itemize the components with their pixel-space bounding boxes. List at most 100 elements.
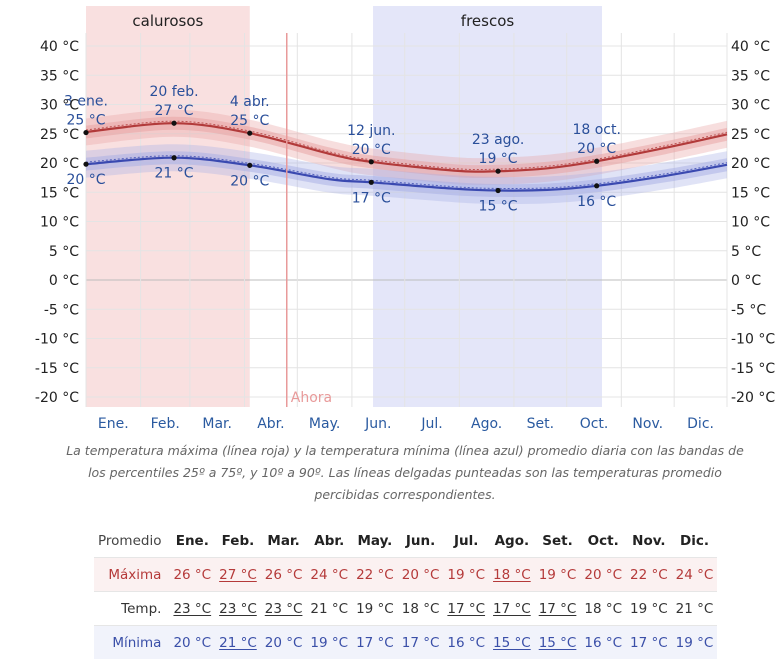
- y-tick-left-2: 30 °C: [40, 98, 79, 114]
- y-tick-left-12: -20 °C: [35, 390, 79, 406]
- table-cell[interactable]: 15 °C: [534, 625, 581, 659]
- table-header-row: Promedio Ene. Feb. Mar. Abr. May. Jun. Jul. Ago…: [94, 524, 717, 558]
- annotation-value-0: 25 °C: [66, 113, 105, 129]
- chart-caption: La temperatura máxima (línea roja) y la …: [66, 443, 744, 502]
- table-cell: 20 °C: [169, 625, 216, 659]
- table-month-header: Ene.: [175, 532, 209, 549]
- annotation-value-10: 15 °C: [479, 198, 518, 214]
- table-cell: 19 °C: [630, 600, 668, 617]
- table-cell[interactable]: 17 °C: [447, 600, 486, 617]
- table-cell: 16 °C: [443, 625, 490, 659]
- table-cell: 17 °C: [626, 625, 672, 659]
- annotation-date-2: 4 abr.: [230, 94, 270, 110]
- annotation-value-7: 21 °C: [155, 166, 194, 182]
- annotation-point-9: [368, 179, 374, 185]
- now-label: Ahora: [291, 390, 332, 406]
- axis-labels: 40 °C 40 °C35 °C 35 °C30 °C 30 °C25 °C 25 °C…: [35, 39, 775, 432]
- table-cell: 24 °C: [671, 557, 718, 592]
- annotation-point-2: [247, 130, 253, 136]
- table-month-header: Oct.: [587, 532, 619, 549]
- table-cell: 26 °C: [169, 557, 216, 592]
- annotation-point-3: [368, 159, 374, 165]
- x-month-label-5: Jun.: [364, 416, 391, 432]
- table-row-temp: Temp. 23 °C 23 °C 23 °C 21 °C 19 °C 18 °C 17 °C…: [94, 591, 718, 626]
- annotation-date-1: 20 feb.: [149, 84, 198, 100]
- table-cell[interactable]: 17 °C: [493, 600, 531, 617]
- x-month-label-11: Dic.: [687, 416, 714, 432]
- y-tick-left-6: 10 °C: [40, 215, 79, 231]
- series-lines: [85, 120, 728, 192]
- season-band-0: [86, 6, 250, 407]
- table-month-header: May.: [357, 532, 393, 549]
- table-cell: 19 °C: [671, 625, 718, 659]
- now-marker: Ahora: [286, 33, 332, 407]
- annotation-value-3: 20 °C: [352, 142, 391, 158]
- y-tick-right-12: -20 °C: [731, 390, 775, 406]
- annotation-point-10: [495, 187, 501, 194]
- table-month-header: Set.: [542, 532, 573, 549]
- grid-lines: [85, 33, 728, 407]
- table-month-header: Nov.: [632, 532, 666, 549]
- y-tick-right-4: 20 °C: [731, 156, 770, 172]
- y-tick-right-10: -10 °C: [731, 332, 775, 348]
- table-cell: 18 °C: [401, 600, 440, 617]
- table-cell[interactable]: 21 °C: [215, 625, 261, 659]
- table-cell[interactable]: 15 °C: [489, 625, 535, 659]
- table-cell[interactable]: 23 °C: [219, 600, 257, 617]
- y-tick-left-7: 5 °C: [49, 244, 79, 260]
- y-tick-left-3: 25 °C: [40, 127, 79, 143]
- table-cell: 18 °C: [584, 600, 623, 617]
- temperature-chart: calurosos frescos Ahora 3 ene. 25 °C 20 feb…: [35, 6, 775, 432]
- annotation-point-0: [83, 129, 89, 136]
- table-cell[interactable]: 23 °C: [173, 600, 212, 617]
- table-cell[interactable]: 17 °C: [538, 600, 577, 617]
- table-cell: 17 °C: [352, 625, 398, 659]
- x-month-label-4: May.: [309, 416, 340, 432]
- annotation-value-6: 20 °C: [66, 172, 105, 188]
- table-cell: 20 °C: [397, 557, 444, 592]
- y-tick-right-2: 30 °C: [731, 98, 770, 114]
- y-tick-left-9: -5 °C: [44, 302, 79, 318]
- y-tick-left-10: -10 °C: [35, 332, 79, 348]
- table-cell: 19 °C: [534, 557, 581, 592]
- annotation-point-6: [83, 161, 89, 167]
- series-0-line: [85, 122, 728, 173]
- y-tick-left-8: 0 °C: [49, 273, 79, 289]
- table-month-header: Jun.: [405, 532, 436, 549]
- y-tick-right-9: -5 °C: [731, 302, 766, 318]
- table-cell[interactable]: 23 °C: [264, 600, 303, 617]
- y-tick-right-7: 5 °C: [731, 244, 761, 260]
- x-month-label-0: Ene.: [98, 416, 129, 432]
- table-row-label: Mínima: [94, 625, 170, 659]
- x-month-label-8: Set.: [527, 416, 554, 432]
- table-cell[interactable]: 18 °C: [489, 557, 535, 592]
- table-month-header: Abr.: [314, 532, 345, 549]
- table-month-header: Mar.: [267, 532, 300, 549]
- y-tick-right-0: 40 °C: [731, 39, 770, 55]
- table-cell: 20 °C: [580, 557, 627, 592]
- table-cell: 19 °C: [306, 625, 353, 659]
- table-cell[interactable]: 27 °C: [215, 557, 261, 592]
- annotation-point-11: [594, 183, 600, 189]
- table-cell: 16 °C: [580, 625, 627, 659]
- table-row-min: Mínima 20 °C 21 °C 20 °C 19 °C 17 °C 17 °C 16 °…: [94, 625, 718, 659]
- annotation-value-2: 25 °C: [230, 113, 269, 129]
- annotation-value-9: 17 °C: [352, 190, 391, 206]
- annotation-date-0: 3 ene.: [64, 94, 108, 110]
- table-cell: 22 °C: [352, 557, 398, 592]
- x-month-label-6: Jul.: [420, 416, 442, 432]
- annotation-point-7: [171, 155, 177, 161]
- y-tick-left-0: 40 °C: [40, 39, 79, 55]
- table-month-header: Dic.: [680, 532, 709, 549]
- table-cell: 24 °C: [306, 557, 353, 592]
- table-cell: 17 °C: [397, 625, 444, 659]
- table-cell: 21 °C: [675, 600, 714, 617]
- y-tick-right-11: -15 °C: [731, 361, 775, 377]
- season-label-1: frescos: [461, 12, 515, 30]
- table-cell: 20 °C: [260, 625, 307, 659]
- x-month-label-10: Nov.: [632, 416, 663, 432]
- y-tick-right-6: 10 °C: [731, 215, 770, 231]
- table-cell: 19 °C: [443, 557, 490, 592]
- annotation-date-3: 12 jun.: [347, 123, 395, 139]
- annotation-value-8: 20 °C: [230, 173, 269, 189]
